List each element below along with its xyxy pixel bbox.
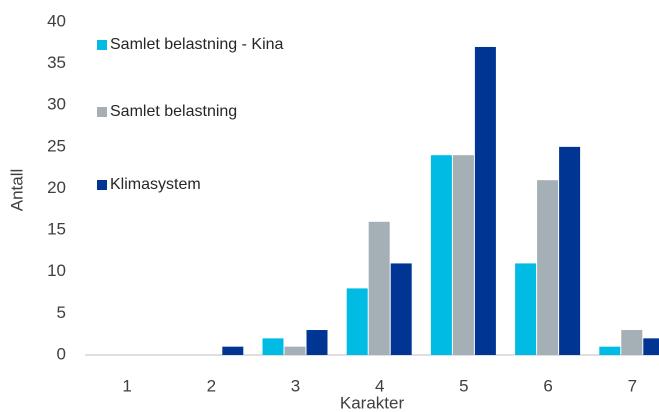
legend-label: Samlet belastning (110, 103, 237, 120)
x-tick-label: 4 (375, 376, 384, 395)
x-tick-label: 6 (543, 376, 552, 395)
y-tick-label: 10 (47, 261, 66, 280)
bar (390, 263, 412, 355)
bar (368, 221, 390, 355)
y-axis-label: Antall (7, 169, 26, 212)
legend-marker (97, 107, 107, 117)
bar (474, 46, 496, 355)
bar (430, 155, 452, 355)
bar (346, 288, 368, 355)
bar (643, 338, 659, 355)
bar (537, 180, 559, 355)
y-tick-label: 0 (57, 344, 66, 363)
x-tick-label: 5 (459, 376, 468, 395)
y-tick-label: 25 (47, 136, 66, 155)
bar (621, 330, 643, 355)
x-tick-label: 1 (122, 376, 131, 395)
legend-label: Samlet belastning - Kina (110, 36, 284, 53)
y-tick-label: 15 (47, 220, 66, 239)
x-tick-label: 2 (207, 376, 216, 395)
x-tick-label: 3 (291, 376, 300, 395)
y-tick-label: 40 (47, 11, 66, 30)
x-axis-label: Karakter (340, 393, 405, 412)
legend-marker (97, 180, 107, 190)
bar (306, 330, 328, 355)
legend-label: Klimasystem (110, 176, 201, 193)
x-tick-label: 7 (628, 376, 637, 395)
y-tick-label: 5 (57, 303, 66, 322)
bar (599, 346, 621, 355)
bar (284, 346, 306, 355)
bar (559, 146, 581, 355)
bar (222, 346, 244, 355)
bar (262, 338, 284, 355)
legend-marker (97, 40, 107, 50)
y-tick-label: 20 (47, 178, 66, 197)
y-tick-label: 30 (47, 95, 66, 114)
bar (452, 155, 474, 355)
y-tick-label: 35 (47, 53, 66, 72)
bar (515, 263, 537, 355)
